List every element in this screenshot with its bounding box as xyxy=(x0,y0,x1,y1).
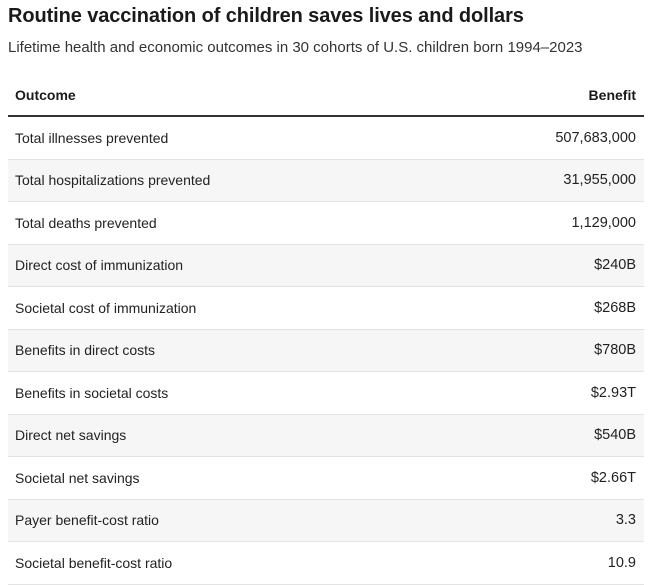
benefit-cell: 3.3 xyxy=(408,499,644,542)
outcome-cell: Total deaths prevented xyxy=(8,201,408,245)
benefit-cell: $780B xyxy=(408,329,644,372)
column-header-outcome: Outcome xyxy=(8,75,408,117)
benefit-cell: 10.9 xyxy=(408,541,644,585)
table-row: Societal net savings $2.66T xyxy=(8,456,644,500)
outcome-cell: Benefits in direct costs xyxy=(8,329,408,372)
table-row: Societal benefit-cost ratio 10.9 xyxy=(8,541,644,585)
benefit-cell: 507,683,000 xyxy=(408,116,644,160)
benefit-cell: $268B xyxy=(408,286,644,330)
header-row: Outcome Benefit xyxy=(8,75,644,117)
table-row: Total deaths prevented 1,129,000 xyxy=(8,201,644,245)
outcome-cell: Societal net savings xyxy=(8,456,408,500)
column-header-benefit: Benefit xyxy=(408,75,644,117)
outcome-cell: Total illnesses prevented xyxy=(8,116,408,160)
table-header: Outcome Benefit xyxy=(8,75,644,117)
table-row: Total hospitalizations prevented 31,955,0… xyxy=(8,159,644,202)
chart-subtitle: Lifetime health and economic outcomes in… xyxy=(8,39,583,56)
outcome-cell: Direct net savings xyxy=(8,414,408,457)
outcome-cell: Societal cost of immunization xyxy=(8,286,408,330)
benefit-cell: 31,955,000 xyxy=(408,159,644,202)
outcomes-table: Outcome Benefit Total illnesses prevente… xyxy=(8,75,644,585)
outcome-cell: Benefits in societal costs xyxy=(8,371,408,415)
outcome-cell: Payer benefit-cost ratio xyxy=(8,499,408,542)
table-row: Direct net savings $540B xyxy=(8,414,644,457)
table-row: Payer benefit-cost ratio 3.3 xyxy=(8,499,644,542)
table-row: Total illnesses prevented 507,683,000 xyxy=(8,116,644,160)
table-body: Total illnesses prevented 507,683,000 Tota… xyxy=(8,116,644,585)
benefit-cell: $2.93T xyxy=(408,371,644,415)
chart-title: Routine vaccination of children saves li… xyxy=(8,5,524,27)
outcome-cell: Direct cost of immunization xyxy=(8,244,408,287)
benefit-cell: 1,129,000 xyxy=(408,201,644,245)
table-row: Societal cost of immunization $268B xyxy=(8,286,644,330)
benefit-cell: $240B xyxy=(408,244,644,287)
outcome-cell: Total hospitalizations prevented xyxy=(8,159,408,202)
outcome-cell: Societal benefit-cost ratio xyxy=(8,541,408,585)
benefit-cell: $540B xyxy=(408,414,644,457)
table-row: Benefits in societal costs $2.93T xyxy=(8,371,644,415)
table-row: Direct cost of immunization $240B xyxy=(8,244,644,287)
benefit-cell: $2.66T xyxy=(408,456,644,500)
table-row: Benefits in direct costs $780B xyxy=(8,329,644,372)
